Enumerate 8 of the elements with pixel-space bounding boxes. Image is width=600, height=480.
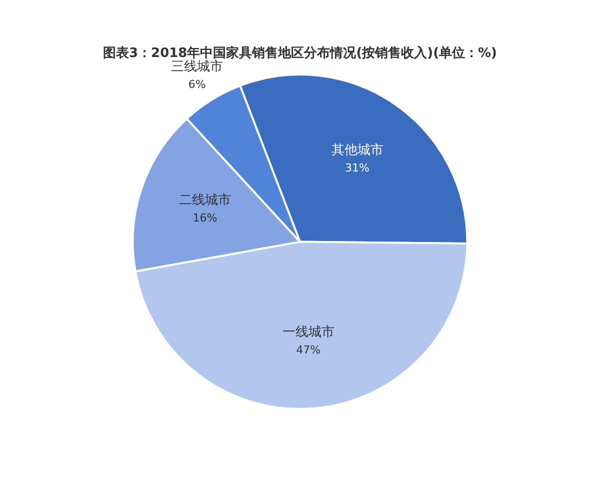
- slice-label: 三线城市: [171, 59, 224, 74]
- slice-label: 一线城市: [282, 325, 334, 340]
- data-label: 47%: [296, 344, 321, 357]
- slice-label: 二线城市: [178, 193, 231, 208]
- data-label: 31%: [345, 161, 370, 174]
- data-label: 6%: [188, 78, 206, 91]
- slice-label: 其他城市: [331, 142, 384, 158]
- data-label: 16%: [192, 212, 218, 225]
